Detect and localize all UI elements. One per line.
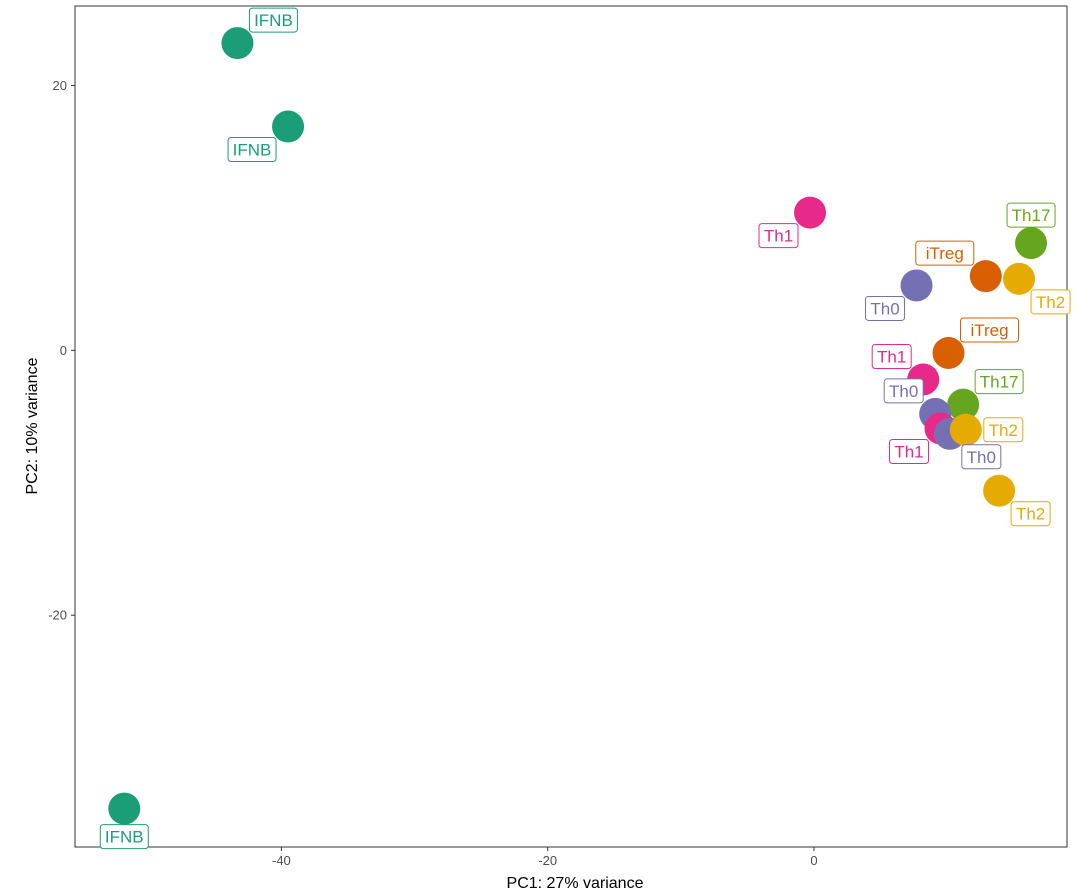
point-label-text: Th0 (870, 299, 899, 318)
point-th2 (949, 413, 982, 446)
point-label-text: Th2 (1016, 505, 1045, 524)
point-label-box (915, 240, 975, 266)
y-axis-title: PC2: 10% variance (24, 357, 41, 494)
point-label: Th2 (983, 417, 1024, 443)
point-label-text: Th1 (877, 347, 906, 366)
point-label-box (1006, 202, 1056, 228)
data-points (108, 27, 1048, 825)
y-axis-ticks: 20 0 -20 (48, 78, 75, 623)
point-label-text: Th0 (967, 448, 996, 467)
point-label-box (959, 317, 1019, 343)
x-axis-title: PC1: 27% variance (507, 875, 644, 892)
point-ifnb (272, 110, 305, 143)
x-tick-label: 0 (810, 853, 817, 868)
point-th17 (947, 388, 980, 421)
point-label-text: iTreg (970, 321, 1008, 340)
y-tick-label: -20 (48, 608, 67, 623)
point-label-box (99, 824, 149, 850)
panel-border (74, 5, 1068, 848)
point-itreg (932, 336, 965, 369)
point-label: Th1 (871, 343, 912, 369)
point-label: Th0 (865, 295, 906, 321)
point-label-text: Th0 (889, 382, 918, 401)
point-label-text: Th1 (764, 227, 793, 246)
point-ifnb (108, 792, 141, 825)
point-label-box (983, 417, 1024, 443)
point-label-box (758, 223, 799, 249)
y-tick-label: 0 (60, 343, 67, 358)
point-ifnb (221, 27, 254, 60)
point-label: iTreg (915, 240, 975, 266)
point-label: Th17 (974, 369, 1024, 395)
point-label-box (871, 343, 912, 369)
point-label: Th2 (1030, 289, 1071, 315)
point-label-text: IFNB (233, 141, 272, 160)
point-th1 (794, 196, 827, 229)
x-tick-label: -20 (538, 853, 557, 868)
point-label: Th0 (961, 444, 1002, 470)
point-label-text: IFNB (254, 11, 293, 30)
point-label-box (865, 295, 906, 321)
point-label: Th1 (889, 438, 930, 464)
point-th2 (983, 474, 1016, 507)
point-label-text: Th2 (1036, 293, 1065, 312)
x-axis-ticks: -40 -20 0 (272, 847, 818, 868)
point-label-text: Th17 (980, 373, 1019, 392)
point-label-box (1010, 501, 1051, 527)
y-tick-label: 20 (53, 78, 67, 93)
point-label: IFNB (248, 7, 298, 33)
x-tick-label: -40 (272, 853, 291, 868)
point-itreg (969, 260, 1002, 293)
point-label: IFNB (227, 137, 277, 163)
point-th2 (1003, 262, 1036, 295)
point-label: iTreg (959, 317, 1019, 343)
point-label-text: Th2 (989, 421, 1018, 440)
point-label-box (961, 444, 1002, 470)
point-label-text: Th1 (894, 442, 923, 461)
point-label-box (889, 438, 930, 464)
point-label: IFNB (99, 824, 149, 850)
point-th0 (900, 269, 933, 302)
point-label: Th17 (1006, 202, 1056, 228)
point-label-text: IFNB (105, 828, 144, 847)
point-label: Th0 (883, 378, 924, 404)
point-label-box (883, 378, 924, 404)
point-labels: IFNB IFNB IFNB Th1 Th0 iTreg Th2 Th17 iTreg Th1 Th… (99, 7, 1071, 850)
point-th17 (1015, 227, 1048, 260)
point-label-box (227, 137, 277, 163)
point-label-text: iTreg (926, 244, 964, 263)
point-label-text: Th17 (1012, 206, 1051, 225)
point-label-box (1030, 289, 1071, 315)
point-label-box (974, 369, 1024, 395)
point-label: Th1 (758, 223, 799, 249)
point-label: Th2 (1010, 501, 1051, 527)
point-label-box (248, 7, 298, 33)
